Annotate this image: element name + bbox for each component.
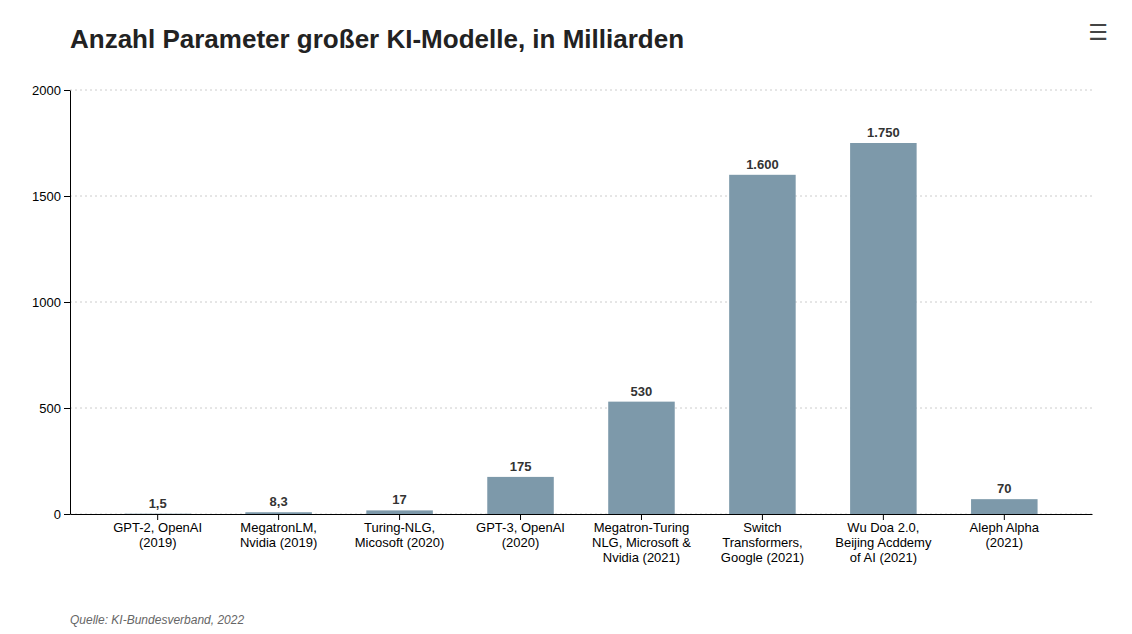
bar <box>971 499 1038 514</box>
chart: 0 500 1000 1500 2000 GPT-2, OpenAI(2019) Megat… <box>0 0 1132 634</box>
x-tick: GPT-2, OpenAI(2019) <box>113 514 202 550</box>
x-tick-label: Aleph Alpha(2021) <box>970 520 1040 550</box>
x-tick: GPT-3, OpenAI(2020) <box>476 514 565 550</box>
y-tick-label: 1000 <box>32 295 61 310</box>
x-tick-label: MegatronLM,Nvidia (2019) <box>240 520 317 550</box>
data-labels: 1,5 8,3 17 175 530 1.600 1.750 70 <box>149 125 1012 511</box>
y-tick-mark <box>64 196 70 197</box>
x-tick-label: Turing-NLG,Micosoft (2020) <box>355 520 445 550</box>
data-label: 70 <box>997 481 1011 496</box>
x-axis-line <box>71 514 1093 515</box>
x-tick-mark <box>157 514 158 520</box>
x-tick-mark <box>520 514 521 520</box>
y-tick-mark <box>64 90 70 91</box>
x-tick: Aleph Alpha(2021) <box>970 514 1040 550</box>
data-label: 8,3 <box>270 494 288 509</box>
y-tick: 500 <box>39 401 70 416</box>
bar <box>729 175 796 514</box>
x-tick-mark <box>641 514 642 520</box>
bar <box>487 477 554 514</box>
data-label: 530 <box>631 384 653 399</box>
y-tick: 2000 <box>32 83 70 98</box>
y-tick-label: 2000 <box>32 83 61 98</box>
x-tick: MegatronLM,Nvidia (2019) <box>240 514 317 550</box>
x-tick-mark <box>278 514 279 520</box>
x-tick: SwitchTransformers,Google (2021) <box>721 514 804 565</box>
x-tick-mark <box>883 514 884 520</box>
grid-line <box>70 90 1092 91</box>
x-axis: GPT-2, OpenAI(2019) MegatronLM,Nvidia (20… <box>71 514 1093 565</box>
grid <box>70 90 1092 514</box>
source: Quelle: KI-Bundesverband, 2022 <box>70 613 244 627</box>
data-label: 1,5 <box>149 496 167 511</box>
x-tick: Wu Doa 2.0,Beijing Acddemyof AI (2021) <box>835 514 932 565</box>
plot: 0 500 1000 1500 2000 GPT-2, OpenAI(2019) Megat… <box>32 83 1092 565</box>
y-tick-label: 500 <box>39 401 61 416</box>
y-tick-mark <box>64 302 70 303</box>
data-label: 1.750 <box>867 125 900 140</box>
y-tick-mark <box>64 514 70 515</box>
grid-line <box>70 196 1092 197</box>
grid-line <box>70 302 1092 303</box>
data-label: 1.600 <box>746 157 779 172</box>
x-tick-mark <box>762 514 763 520</box>
bar <box>245 512 312 514</box>
bar <box>850 143 917 514</box>
x-tick: Turing-NLG,Micosoft (2020) <box>355 514 445 550</box>
title: Anzahl Parameter großer KI-Modelle, in M… <box>70 24 684 54</box>
bars <box>124 143 1037 514</box>
x-tick-label: Wu Doa 2.0,Beijing Acddemyof AI (2021) <box>835 520 932 565</box>
grid-line <box>70 408 1092 409</box>
x-tick-mark <box>399 514 400 520</box>
x-tick: Megatron-TuringNLG, Microsoft &Nvidia (2… <box>592 514 691 565</box>
y-tick-label: 1500 <box>32 189 61 204</box>
data-label: 175 <box>510 459 532 474</box>
x-tick-label: Megatron-TuringNLG, Microsoft &Nvidia (2… <box>592 520 691 565</box>
y-tick: 1000 <box>32 295 70 310</box>
bar <box>608 402 675 514</box>
y-axis-line <box>70 91 71 515</box>
x-tick-label: GPT-3, OpenAI(2020) <box>476 520 565 550</box>
menu-icon: ☰ <box>1088 20 1108 45</box>
grid-line <box>70 514 1092 515</box>
x-tick-mark <box>1004 514 1005 520</box>
y-tick: 0 <box>54 507 70 522</box>
data-label: 17 <box>392 492 406 507</box>
y-tick: 1500 <box>32 189 70 204</box>
bar <box>124 513 191 514</box>
bar <box>366 510 433 514</box>
x-tick-label: GPT-2, OpenAI(2019) <box>113 520 202 550</box>
y-tick-mark <box>64 408 70 409</box>
y-tick-label: 0 <box>54 507 61 522</box>
x-tick-label: SwitchTransformers,Google (2021) <box>721 520 804 565</box>
y-axis: 0 500 1000 1500 2000 <box>32 83 70 522</box>
